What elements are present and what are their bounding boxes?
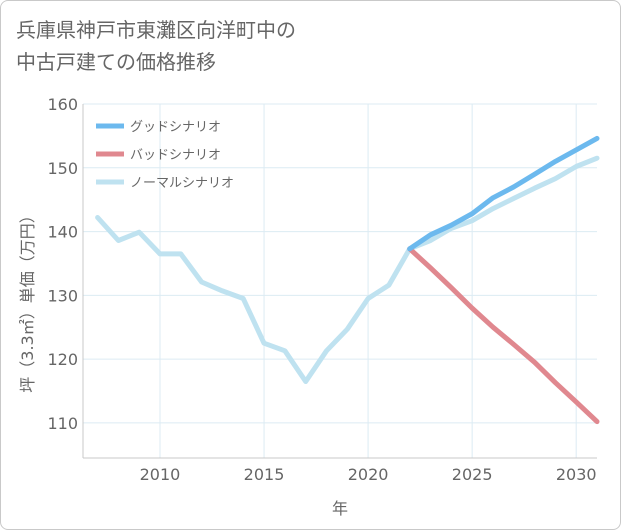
y-tick-labels: 110 120 130 140 150 160 (47, 95, 78, 433)
legend-label: ノーマルシナリオ (130, 176, 234, 191)
y-axis-label: 坪（3.3㎡）単価（万円） (18, 207, 37, 392)
x-tick-label: 2025 (452, 465, 493, 484)
series-line-3 (95, 155, 600, 384)
series-line-2 (407, 246, 600, 425)
chart-title: 兵庫県神戸市東灘区向洋町中の 中古戸建ての価格推移 (16, 18, 296, 74)
grid-lines (83, 103, 597, 458)
series-lines (95, 135, 600, 425)
x-tick-label: 2015 (244, 465, 285, 484)
y-tick-label: 130 (47, 286, 78, 305)
legend-label: バッドシナリオ (130, 148, 221, 163)
series-line-1 (407, 135, 600, 252)
y-tick-label: 160 (47, 95, 78, 114)
y-tick-label: 150 (47, 159, 78, 178)
y-tick-label: 120 (47, 350, 78, 369)
x-tick-label: 2030 (556, 465, 597, 484)
x-tick-label: 2020 (348, 465, 389, 484)
y-tick-label: 140 (47, 223, 78, 242)
axes (82, 104, 597, 459)
legend-label: グッドシナリオ (130, 120, 221, 135)
y-tick-label: 110 (47, 414, 78, 433)
x-tick-labels: 2010 2015 2020 2025 2030 (140, 465, 597, 484)
x-axis-label: 年 (332, 499, 348, 518)
x-tick-label: 2010 (140, 465, 181, 484)
